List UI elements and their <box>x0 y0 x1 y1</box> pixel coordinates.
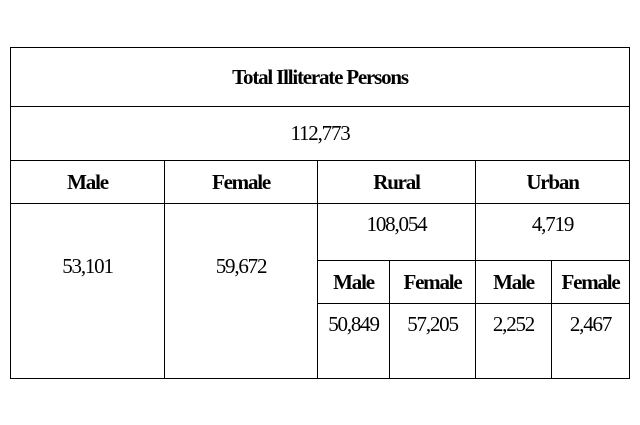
column-header: Rural <box>317 160 476 204</box>
urban-total: 4,719 <box>474 203 631 261</box>
female-value: 59,672 <box>164 203 318 379</box>
sub-header: Female <box>389 260 476 304</box>
sub-value: 2,467 <box>550 303 631 379</box>
table-title: Total Illiterate Persons <box>9 47 631 107</box>
column-header: Male <box>10 160 165 204</box>
column-header: Female <box>164 160 318 204</box>
male-value: 53,101 <box>10 203 165 379</box>
sub-value: 50,849 <box>317 303 390 379</box>
sub-value: 57,205 <box>389 303 476 379</box>
illiteracy-table: Total Illiterate Persons 112,773 Male Fe… <box>9 47 631 379</box>
column-header: Urban <box>474 160 631 204</box>
sub-header: Male <box>317 260 390 304</box>
sub-header: Male <box>475 260 552 304</box>
rural-total: 108,054 <box>317 203 476 261</box>
sub-header: Female <box>550 260 631 304</box>
sub-value: 2,252 <box>475 303 552 379</box>
total-value: 112,773 <box>9 106 631 161</box>
